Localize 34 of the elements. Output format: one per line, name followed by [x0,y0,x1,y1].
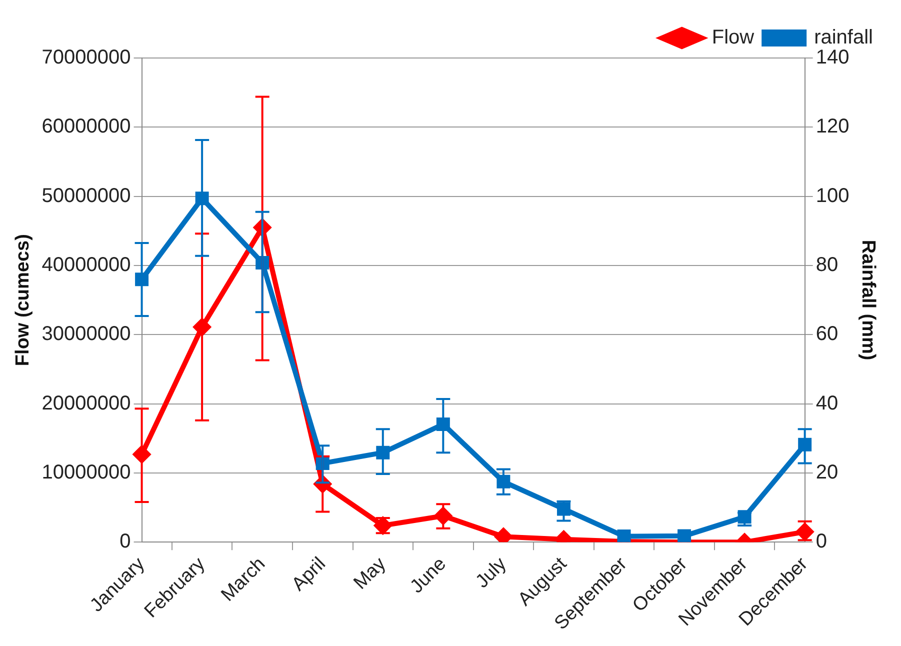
point [256,256,270,270]
y2-tick-label: 140 [816,46,850,69]
y-tick-label: 20000000 [42,392,131,414]
y2-tick-label: 80 [816,254,838,276]
y-axis-title: Flow (cumecs) [12,234,34,366]
y2-tick-label: 40 [816,392,838,414]
y-tick-label: 70000000 [42,46,131,69]
point [617,530,631,542]
y-tick-label: 60000000 [42,116,131,138]
y-tick-label: 50000000 [42,184,131,207]
y2-tick-label: 0 [816,530,827,553]
point [496,474,510,488]
y2-axis-title: Rainfall (mm) [857,240,878,360]
point [376,446,390,460]
x-tick-label: May [350,553,390,594]
point [678,529,692,542]
point [316,456,330,470]
point [556,502,570,516]
y2-tick-label: 20 [816,462,838,484]
point [195,192,209,206]
y-tick-label: 0 [120,530,131,553]
y-tick-label: 10000000 [42,462,131,484]
y2-tick-label: 120 [816,116,850,138]
y2-tick-label: 100 [816,184,850,207]
legend-label: rainfall [814,26,874,49]
x-tick-label: July [472,553,512,592]
y2-tick-label: 60 [816,323,838,346]
y-tick-label: 30000000 [42,323,131,346]
point [796,523,814,540]
legend-label: Flow [712,26,755,49]
y-tick-label: 40000000 [42,254,131,276]
point [194,318,211,336]
point [436,417,450,431]
point [434,507,452,524]
